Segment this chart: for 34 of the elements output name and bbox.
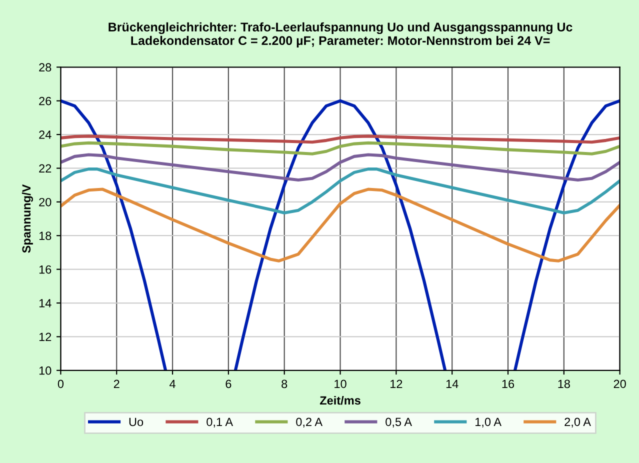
x-tick-label: 14: [446, 380, 458, 388]
x-tick-label: 4: [170, 380, 176, 388]
legend-label: 0,5 A: [386, 418, 412, 428]
x-tick-label: 12: [390, 380, 402, 388]
y-axis-title: Spannung/V: [22, 184, 33, 253]
line-series: [60, 168, 620, 214]
y-tick-label: 10: [39, 366, 52, 375]
y-tick-label: 16: [39, 265, 52, 274]
x-tick-label: 2: [114, 380, 120, 388]
y-tick-label: 28: [39, 63, 52, 72]
line-series: [60, 141, 620, 156]
x-tick-label: 16: [502, 380, 514, 388]
x-tick-label: 6: [226, 380, 232, 388]
legend-label: Uo: [129, 418, 144, 426]
y-tick-label: 18: [39, 232, 52, 240]
line-series: [60, 153, 620, 182]
x-tick-label: 8: [282, 380, 288, 388]
y-tick-label: 20: [39, 198, 52, 206]
x-tick-label: 20: [614, 380, 626, 388]
y-tick-label: 22: [39, 164, 52, 172]
y-tick-label: 14: [39, 299, 52, 308]
x-tick-label: 10: [334, 380, 346, 388]
legend-label: 2,0 A: [564, 418, 591, 428]
y-tick-label: 26: [39, 96, 52, 106]
line-series: [60, 188, 620, 262]
x-tick-label: 0: [58, 380, 64, 388]
legend-label: 0,1 A: [206, 418, 234, 428]
legend-label: 1,0 A: [476, 418, 502, 428]
chart-title: Brückengleichrichter: Trafo-Leerlaufspannung Uo und Ausgangsspannung Uc Ladekondensator C = 2.200 µF; Parameter: Motor-Nennstrom bei 24 V=: [108, 22, 572, 48]
legend-label: 0,2 A: [296, 418, 323, 428]
x-tick-label: 18: [558, 380, 570, 388]
x-axis-title: Zeit/ms: [320, 396, 360, 405]
y-tick-label: 12: [39, 332, 52, 341]
y-tick-label: 24: [39, 130, 52, 139]
